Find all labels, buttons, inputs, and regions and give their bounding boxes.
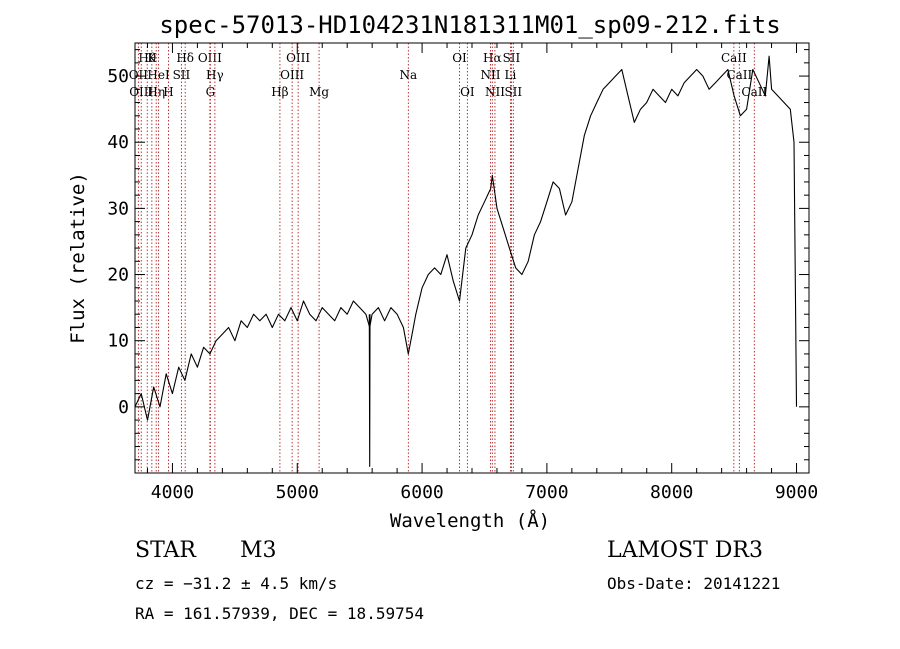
- line-marker-label: CaII: [741, 85, 767, 99]
- line-marker-label: OII: [129, 68, 149, 82]
- line-marker-label: CaII: [726, 68, 752, 82]
- line-marker-label: Hδ: [176, 51, 194, 65]
- line-marker-label: Hβ: [271, 85, 288, 99]
- survey-name: LAMOST DR3: [607, 538, 763, 563]
- line-marker-label: Li: [505, 68, 517, 82]
- line-marker-label: Hα: [483, 51, 502, 65]
- y-axis: 0 10 20 30 40 50: [107, 49, 809, 461]
- line-marker-label: OIII: [286, 51, 310, 65]
- y-tick-label: 20: [107, 265, 129, 286]
- plot-frame: [134, 42, 810, 474]
- x-axis: 4000 5000 6000 7000 8000 9000: [146, 43, 818, 503]
- redshift-cz: cz = −31.2 ± 4.5 km/s: [135, 574, 338, 593]
- series-group: [134, 55, 798, 467]
- line-marker-label: Mg: [309, 85, 329, 99]
- line-marker-label: G: [206, 85, 216, 99]
- line-marker-label: OI: [460, 85, 475, 99]
- chart-title: spec-57013-HD104231N181311M01_sp09-212.f…: [159, 11, 780, 39]
- x-tick-label: 7000: [525, 482, 568, 503]
- line-marker-label: NII: [485, 85, 505, 99]
- line-marker-label: OIII: [280, 68, 304, 82]
- object-class: STAR: [135, 538, 196, 563]
- series-line-spike: [368, 314, 371, 467]
- line-marker-label: H: [163, 85, 173, 99]
- line-marker-label: SII: [504, 85, 522, 99]
- x-tick-label: 4000: [151, 482, 194, 503]
- y-axis-label: Flux (relative): [67, 172, 89, 344]
- series-line-spectrum: [134, 55, 798, 421]
- y-tick-label: 50: [107, 66, 129, 87]
- line-marker-label: NII: [480, 68, 500, 82]
- spectral-subclass: M3: [240, 538, 277, 563]
- x-tick-label: 5000: [276, 482, 319, 503]
- observation-date: Obs-Date: 20141221: [607, 574, 781, 593]
- line-marker-label: K: [147, 51, 157, 65]
- y-tick-label: 10: [107, 331, 129, 352]
- x-axis-label: Wavelength (Å): [390, 509, 550, 532]
- x-tick-label: 8000: [650, 482, 693, 503]
- line-marker-label: HeI: [147, 68, 170, 82]
- line-marker-label: SII: [173, 68, 191, 82]
- y-tick-label: 0: [118, 397, 129, 418]
- coordinates: RA = 161.57939, DEC = 18.59754: [135, 604, 424, 623]
- y-tick-label: 30: [107, 198, 129, 219]
- x-tick-label: 6000: [400, 482, 443, 503]
- x-tick-label: 9000: [775, 482, 818, 503]
- line-marker-label: Na: [400, 68, 418, 82]
- line-marker-label: OI: [452, 51, 467, 65]
- line-marker-label: CaII: [721, 51, 747, 65]
- line-marker-label: Hγ: [206, 68, 224, 82]
- line-marker-label: SII: [503, 51, 521, 65]
- y-tick-label: 40: [107, 132, 129, 153]
- line-marker-label: Hη: [147, 85, 165, 99]
